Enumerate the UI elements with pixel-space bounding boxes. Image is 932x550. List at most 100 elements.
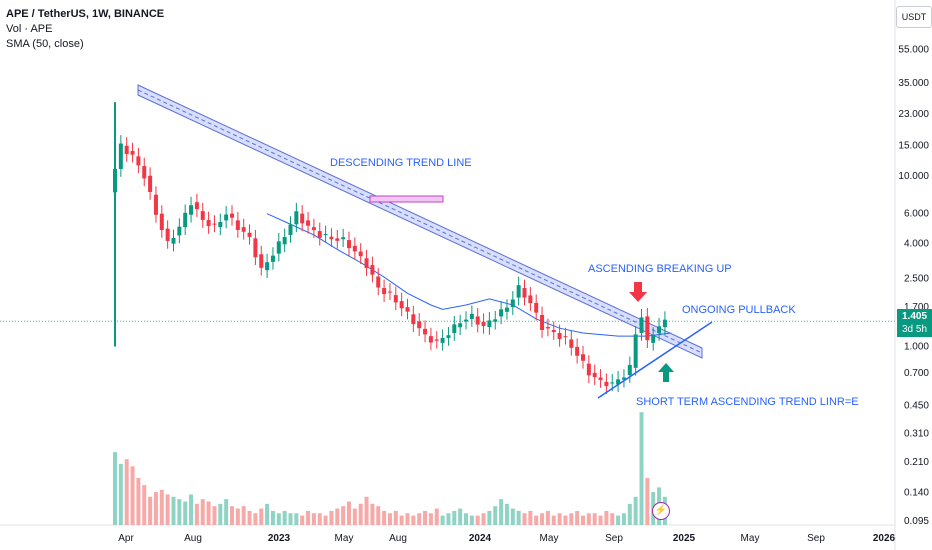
last-price-value: 1.405 xyxy=(901,311,928,322)
candle-body xyxy=(352,245,357,252)
candle-body xyxy=(323,234,328,236)
volume-bar xyxy=(528,510,533,525)
candle-body xyxy=(440,337,445,343)
currency-button[interactable]: USDT xyxy=(896,6,932,28)
volume-bar xyxy=(276,513,281,525)
volume-bar xyxy=(142,485,147,525)
annotation-label: ONGOING PULLBACK xyxy=(682,304,796,316)
y-tick-label: 1.700 xyxy=(904,302,929,313)
volume-bar xyxy=(534,515,539,525)
annotation-label: ASCENDING BREAKING UP xyxy=(588,263,732,275)
candle-body xyxy=(282,236,287,245)
x-tick-label: Aug xyxy=(184,533,202,544)
volume-bar xyxy=(212,506,217,525)
volume-bar xyxy=(581,515,585,525)
volume-bar xyxy=(639,412,644,525)
descending-trend-midline xyxy=(137,89,703,354)
volume-bar xyxy=(194,503,199,525)
candle-body xyxy=(142,166,147,179)
volume-bar xyxy=(265,503,270,525)
candle-body xyxy=(657,326,662,333)
candle-body xyxy=(592,372,597,378)
x-tick-label: Aug xyxy=(389,533,407,544)
volume-bar xyxy=(183,501,188,525)
candle-body xyxy=(159,213,164,230)
volume-bar xyxy=(189,494,194,525)
candle-body xyxy=(370,265,375,275)
volume-bar xyxy=(487,510,492,525)
symbol-title[interactable]: APE / TetherUS, 1W, BINANCE xyxy=(6,8,165,20)
candle-body xyxy=(610,382,615,384)
candle-body xyxy=(493,319,498,322)
volume-bar xyxy=(616,515,621,525)
volume-indicator-label[interactable]: Vol · APE xyxy=(6,23,53,35)
y-tick-label: 1.000 xyxy=(904,341,929,352)
candle-body xyxy=(434,339,439,341)
candle-body xyxy=(446,335,451,338)
candle-body xyxy=(118,143,123,170)
volume-bar xyxy=(311,513,316,525)
candle-body xyxy=(165,228,170,241)
candle-body xyxy=(177,226,182,236)
x-tick-label: 2024 xyxy=(469,533,492,544)
volume-bar xyxy=(358,503,363,525)
candle-body xyxy=(341,237,346,240)
last-price-tag: 1.405 3d 5h xyxy=(897,309,932,337)
candle-body xyxy=(376,276,381,288)
y-tick-label: 0.095 xyxy=(904,516,929,527)
volume-bar xyxy=(218,503,223,525)
volume-bar xyxy=(165,494,170,525)
volume-bar xyxy=(270,510,275,525)
volume-bar xyxy=(247,510,252,525)
candle-body xyxy=(504,307,509,312)
candle-body xyxy=(598,377,603,380)
volume-bar xyxy=(417,513,422,525)
sma-indicator-label[interactable]: SMA (50, close) xyxy=(6,38,84,50)
candle-body xyxy=(183,212,188,228)
candle-body xyxy=(382,288,387,295)
sma-line xyxy=(266,213,671,337)
candle-body xyxy=(171,237,176,244)
volume-bar xyxy=(347,501,351,525)
volume-bar xyxy=(575,510,580,525)
volume-bar xyxy=(387,513,392,525)
candle-body xyxy=(212,223,217,225)
candle-body xyxy=(230,213,234,218)
volume-bar xyxy=(230,506,234,525)
candle-body xyxy=(481,321,486,326)
y-tick-label: 0.310 xyxy=(904,428,929,439)
volume-bar xyxy=(341,506,346,525)
volume-bar xyxy=(446,513,451,525)
candle-body xyxy=(317,231,322,238)
volume-bar xyxy=(405,513,410,525)
volume-bar xyxy=(294,513,299,525)
volume-bar xyxy=(364,496,369,525)
candle-body xyxy=(235,220,240,230)
candle-body xyxy=(411,314,416,325)
candle-body xyxy=(510,299,515,308)
y-tick-label: 23.000 xyxy=(898,109,929,120)
candle-body xyxy=(639,317,644,333)
down-arrow-icon xyxy=(629,282,647,302)
x-tick-label: 2026 xyxy=(873,533,896,544)
volume-bar xyxy=(516,510,521,525)
x-tick-label: Sep xyxy=(605,533,623,544)
volume-bar xyxy=(159,489,164,525)
volume-bar xyxy=(130,466,135,525)
candle-body xyxy=(347,240,351,249)
candle-body xyxy=(148,175,153,192)
candle-body xyxy=(581,354,585,361)
lightning-icon[interactable]: ⚡ xyxy=(652,502,670,520)
candle-body xyxy=(218,221,223,228)
candle-body xyxy=(329,236,334,240)
volume-bar xyxy=(499,499,504,525)
candle-body xyxy=(224,214,229,221)
x-tick-label: 2023 xyxy=(268,533,291,544)
candle-body xyxy=(364,258,369,269)
volume-bar xyxy=(423,510,428,525)
candle-body xyxy=(616,379,621,385)
candle-body xyxy=(464,319,468,322)
volume-bar xyxy=(464,513,468,525)
bar-countdown: 3d 5h xyxy=(901,324,928,335)
